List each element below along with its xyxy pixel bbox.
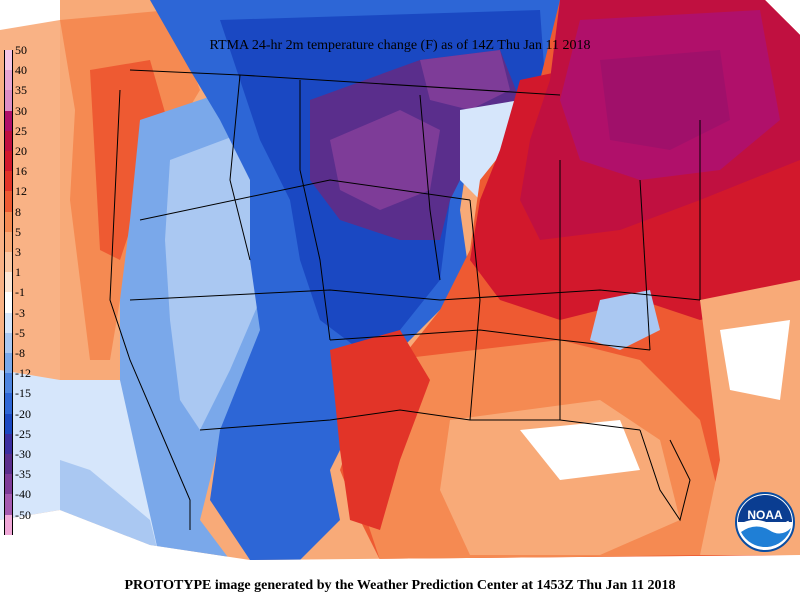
legend-swatch [4, 454, 13, 475]
legend-entry: 8 [3, 205, 41, 232]
legend-swatch [4, 373, 13, 394]
legend-swatch [4, 494, 13, 515]
legend-entry: -3 [3, 306, 41, 333]
legend-label: -20 [15, 406, 31, 421]
legend-entry: -1 [3, 285, 41, 313]
legend-swatch [4, 130, 13, 151]
legend-swatch [4, 312, 13, 333]
legend-swatch [4, 292, 13, 313]
legend-entry: -50 [3, 508, 41, 535]
legend-entry: 20 [3, 144, 41, 172]
map-canvas [0, 0, 800, 560]
legend-label: 40 [15, 63, 27, 78]
legend-label: 25 [15, 123, 27, 138]
legend-swatch [4, 332, 13, 353]
legend-swatch [4, 413, 13, 434]
legend-swatch [4, 231, 13, 252]
legend-label: -12 [15, 366, 31, 381]
legend-label: 5 [15, 224, 21, 239]
legend-swatch [4, 353, 13, 374]
temperature-field [60, 0, 800, 560]
legend-label: -1 [15, 285, 25, 300]
legend-label: 16 [15, 164, 27, 179]
legend-swatch [4, 90, 13, 111]
legend-entry: 35 [3, 83, 41, 111]
legend-label: -3 [15, 305, 25, 320]
legend-swatch [4, 514, 13, 535]
legend-entry: 1 [3, 265, 41, 293]
footer-caption: PROTOTYPE image generated by the Weather… [124, 578, 676, 593]
legend-entry: 40 [3, 63, 41, 91]
legend-label: 12 [15, 184, 27, 199]
legend-entry: -8 [3, 346, 41, 374]
temperature-change-map [0, 0, 800, 560]
legend-label: -5 [15, 325, 25, 340]
color-legend: 50 40 35 30 25 20 16 12 8 5 3 1 -1 -3 -5 -8 -12 -15 -20 -25… [3, 43, 41, 558]
legend-entry: -20 [3, 407, 41, 434]
legend-entry: 12 [3, 184, 41, 212]
legend-entry: -25 [3, 427, 41, 454]
legend-label: -40 [15, 487, 31, 502]
svg-text:NOAA: NOAA [747, 508, 783, 522]
legend-label: -25 [15, 426, 31, 441]
legend-entry: 5 [3, 225, 41, 252]
legend-entry: 30 [3, 104, 41, 131]
legend-entry: -35 [3, 467, 41, 495]
legend-entry: -40 [3, 487, 41, 515]
legend-label: 30 [15, 103, 27, 118]
legend-swatch [4, 151, 13, 172]
legend-label: 50 [15, 43, 27, 57]
legend-label: 8 [15, 204, 21, 219]
legend-entry: 25 [3, 124, 41, 151]
legend-swatch [4, 110, 13, 131]
legend-label: 1 [15, 265, 21, 280]
legend-swatch [4, 171, 13, 192]
legend-swatch [4, 474, 13, 495]
legend-entry: 16 [3, 164, 41, 192]
noaa-logo-icon: NOAA [735, 492, 795, 552]
noaa-logo: NOAA [735, 492, 795, 552]
legend-label: -30 [15, 447, 31, 461]
legend-entry: -30 [3, 447, 41, 475]
legend-swatch [4, 50, 13, 71]
legend-entry: -12 [3, 366, 41, 394]
legend-entry: -15 [3, 386, 41, 414]
legend-label: -8 [15, 346, 25, 360]
legend-entry: -5 [3, 326, 41, 353]
legend-label: -15 [15, 386, 31, 401]
border-lines [109, 69, 701, 530]
legend-label: -50 [15, 507, 31, 522]
legend-swatch [4, 70, 13, 91]
legend-swatch [4, 393, 13, 414]
map-title: RTMA 24-hr 2m temperature change (F) as … [209, 38, 591, 53]
legend-swatch [4, 191, 13, 212]
legend-label: -35 [15, 467, 31, 482]
legend-label: 3 [15, 245, 21, 259]
legend-entry: 50 [3, 43, 41, 71]
legend-label: 35 [15, 83, 27, 98]
legend-swatch [4, 272, 13, 293]
legend-label: 20 [15, 144, 27, 158]
legend-swatch [4, 211, 13, 232]
legend-entry: 3 [3, 245, 41, 273]
legend-swatch [4, 433, 13, 454]
legend-swatch [4, 252, 13, 273]
